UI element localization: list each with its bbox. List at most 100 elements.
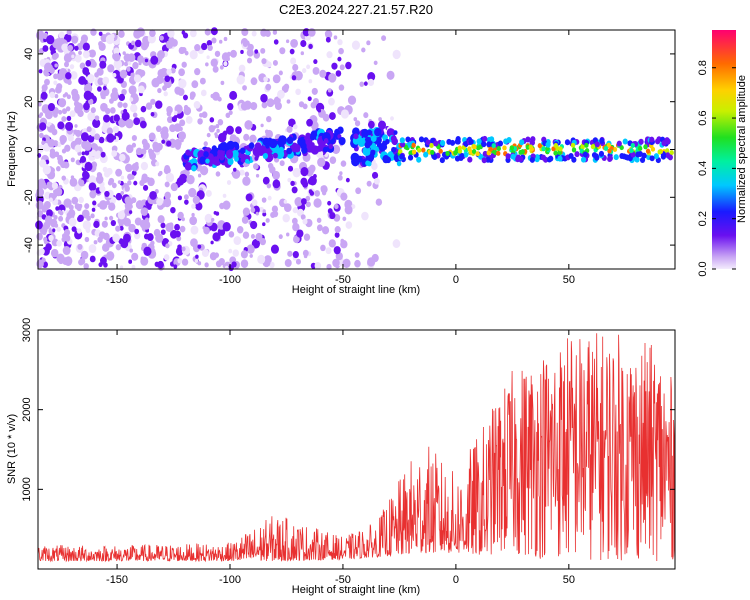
spectrogram-blob	[185, 116, 193, 124]
spectrogram-blob	[226, 180, 232, 185]
spectrogram-blob	[231, 149, 239, 159]
spectrogram-blob	[352, 127, 360, 137]
spectrogram-blob	[49, 124, 55, 131]
spectrogram-blob	[430, 149, 435, 155]
spectrogram-y-ticks: -40 -20 0 20 40	[23, 48, 675, 253]
spectrogram-blob	[262, 176, 270, 185]
spectrogram-blob	[80, 34, 89, 43]
spectrogram-blob	[64, 61, 69, 68]
spectrogram-blob	[518, 155, 524, 162]
spectrogram-blob	[93, 220, 100, 229]
spectrogram-blob	[74, 124, 78, 128]
spectrogram-blob	[78, 179, 85, 187]
spectrogram-blob	[202, 226, 206, 230]
spectrogram-blob	[327, 88, 332, 93]
spectrogram-blob	[374, 127, 382, 137]
spectrogram-blob	[185, 149, 191, 156]
spectrogram-blob	[262, 222, 266, 227]
spectrogram-blob	[61, 233, 67, 239]
spectrogram-blob	[300, 167, 309, 177]
spectrogram-blob	[204, 262, 209, 268]
spectrogram-blob	[286, 232, 290, 237]
spectrogram-blob	[287, 165, 294, 172]
spectrogram-blob	[238, 64, 246, 73]
spectrogram-blob	[175, 89, 180, 95]
spectrogram-blob	[39, 112, 44, 117]
spectrogram-blob	[268, 138, 278, 149]
spectrogram-blob	[71, 196, 79, 205]
spectrogram-blob	[102, 76, 110, 85]
spectrogram-blob	[126, 66, 131, 72]
spectrogram-blob	[55, 38, 61, 45]
spectrogram-blob	[131, 40, 136, 46]
spectrogram-blob	[199, 113, 203, 118]
spectrogram-blob	[86, 126, 92, 133]
spectrogram-blob	[391, 146, 397, 153]
spectrogram-blob	[211, 145, 217, 152]
spectrogram-blob	[69, 64, 75, 70]
spectrogram-blob	[46, 209, 53, 218]
spectrogram-blob	[445, 151, 450, 157]
spectrogram-blob	[69, 110, 76, 118]
spectrogram-blob	[120, 191, 125, 196]
spectrogram-blob	[117, 210, 126, 220]
spectrogram-blob	[246, 48, 254, 57]
spectrogram-blob	[167, 116, 174, 124]
spectrogram-blob	[643, 144, 648, 150]
spectrogram-blob	[199, 156, 207, 165]
spectrogram-blob	[83, 141, 92, 151]
colorbar: 0.0 0.2 0.4 0.6 0.8 Normalized spectral ampl…	[697, 30, 748, 277]
spectrogram-blob	[260, 28, 268, 37]
spectrogram-blob	[181, 217, 185, 222]
spectrogram-blob	[63, 198, 72, 208]
colorbar-tick-label: 0.4	[697, 161, 709, 176]
spectrogram-blob	[212, 65, 219, 73]
spectrogram-blob	[174, 223, 180, 231]
spectrogram-blob	[232, 167, 237, 172]
spectrogram-blob	[161, 126, 169, 135]
spectrogram-blob	[203, 141, 208, 147]
spectrogram-blob	[185, 170, 190, 176]
spectrogram-blob	[351, 40, 361, 50]
spectrogram-blob	[242, 85, 247, 91]
spectrogram-blob	[381, 35, 387, 42]
spectrogram-blob	[279, 47, 286, 55]
spectrogram-blob	[520, 149, 525, 155]
spectrogram-blob	[505, 153, 511, 160]
spectrogram-blob	[629, 148, 634, 154]
spectrogram-blob	[244, 171, 250, 177]
spectrogram-blob	[131, 252, 139, 261]
spectrogram-blob	[613, 154, 619, 161]
spectrogram-blob	[106, 251, 115, 261]
spectrogram-blob	[45, 243, 52, 251]
spectrogram-blob	[89, 190, 97, 199]
spectrogram-blob	[328, 97, 335, 106]
spectrogram-blob	[218, 258, 225, 266]
spectrogram-blob	[272, 179, 281, 189]
spectrogram-blob	[179, 126, 183, 132]
spectrogram-blob	[82, 42, 90, 51]
spectrogram-blob	[475, 151, 480, 157]
spectrogram-blob	[179, 225, 186, 233]
spectrogram-blob	[81, 209, 90, 219]
spectrogram-blob	[41, 140, 46, 146]
spectrogram-blob	[87, 111, 96, 122]
spectrogram-blob	[90, 60, 97, 68]
spectrogram-blob	[497, 140, 504, 147]
spectrogram-blob	[233, 236, 242, 246]
spectrogram-blob	[215, 124, 220, 129]
spectrogram-blob	[496, 150, 501, 156]
spectrogram-blob	[90, 213, 95, 219]
spectrogram-blob	[177, 195, 183, 201]
spectrogram-blob	[206, 132, 211, 138]
spectrogram-blob	[491, 143, 496, 149]
spectrogram-blob	[211, 37, 217, 44]
spectrogram-blob	[482, 135, 488, 142]
spectrogram-blob	[129, 248, 134, 253]
spectrogram-blob	[338, 136, 346, 146]
spectrogram-blob	[338, 47, 344, 55]
spectrogram-blob	[139, 179, 145, 186]
spectrogram-blob	[215, 171, 221, 177]
spectrogram-blob	[106, 167, 113, 176]
spectrogram-blob	[564, 139, 571, 146]
